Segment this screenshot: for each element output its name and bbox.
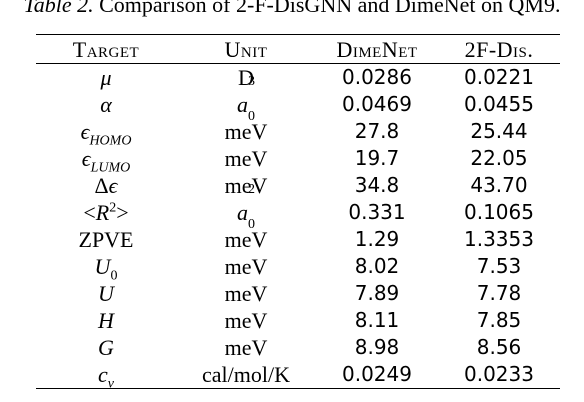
header-target: Target [36,34,176,64]
table-caption: Table 2. Comparison of 2-F-DisGNN and Di… [0,0,584,18]
target-symbol: G [98,335,114,360]
f2dis-value: 0.0233 [438,361,560,389]
unit-cell: meV [224,146,268,171]
target-cell: H [36,307,176,334]
target-cell: U0 [94,254,118,284]
unit-cell: meV [224,254,268,279]
caption-text: Comparison of 2-F-DisGNN and DimeNet on … [99,0,561,17]
results-table: Target Unit DimeNet 2F-Dis. μ D 0.0286 0… [36,34,560,391]
table-row: cv cal/mol/K 0.0249 0.0233 [36,361,560,391]
header-row: Target Unit DimeNet 2F-Dis. [36,34,560,64]
header-unit: Unit [176,34,316,64]
table-row: U meV 7.89 7.78 [36,280,560,307]
dimenet-value: 1.29 [354,227,400,251]
f2dis-value: 0.1065 [464,200,534,224]
f2dis-value: 8.56 [476,335,522,359]
dimenet-value: 27.8 [354,119,400,143]
f2dis-value: 0.0221 [464,65,534,89]
target-cell: α [36,91,176,118]
dimenet-value: 0.0286 [342,65,412,89]
table-row: U0 meV 8.02 7.53 [36,253,560,284]
f2dis-value: 22.05 [470,146,528,170]
caption-label: Table 2. [23,0,94,17]
target-symbol: α [100,92,112,117]
f2dis-value: 43.70 [470,173,528,197]
unit-cell: meV [224,281,268,306]
f2dis-value: 0.0455 [464,92,534,116]
table-row: ZPVE meV 1.29 1.3353 [36,226,560,253]
unit-cell: meV [224,119,268,144]
unit-cell: meV [224,335,268,360]
dimenet-value: 8.11 [354,308,400,332]
dimenet-value: 0.331 [348,200,406,224]
target-cell: μ [36,64,176,92]
target-cell: G [36,334,176,361]
target-symbol: U [98,281,114,306]
table-row: μ D 0.0286 0.0221 [36,64,560,92]
table-row: Δϵ meV 34.8 43.70 [36,172,560,199]
target-cell: ϵLUMO [81,146,131,176]
f2dis-value: 7.53 [476,254,522,278]
dimenet-value: 34.8 [354,173,400,197]
target-cell: <R2> [83,200,129,225]
target-cell: cv [36,361,176,391]
f2dis-value: 25.44 [470,119,528,143]
target-cell: U [36,280,176,307]
header-2f-dis: 2F-Dis. [438,34,560,64]
header-dimenet: DimeNet [316,34,438,64]
table-row: G meV 8.98 8.56 [36,334,560,361]
target-symbol: H [98,308,114,333]
dimenet-value: 8.02 [354,254,400,278]
target-cell: ZPVE [78,227,134,252]
f2dis-value: 1.3353 [464,227,534,251]
target-cell: Δϵ [94,173,118,198]
dimenet-value: 0.0469 [342,92,412,116]
unit-cell: meV [224,308,268,333]
target-symbol: μ [100,65,112,90]
table-row: ϵLUMO meV 19.7 22.05 [36,145,560,176]
dimenet-value: 19.7 [354,146,400,170]
dimenet-value: 7.89 [354,281,400,305]
table-row: ϵHOMO meV 27.8 25.44 [36,118,560,149]
dimenet-value: 8.98 [354,335,400,359]
dimenet-value: 0.0249 [316,361,438,389]
f2dis-value: 7.78 [476,281,522,305]
target-cell: ϵHOMO [80,119,132,149]
table-row: H meV 8.11 7.85 [36,307,560,334]
unit-cell: meV [224,173,268,198]
f2dis-value: 7.85 [476,308,522,332]
unit-cell: meV [224,227,268,252]
unit-cell: D [238,65,254,90]
unit-cell: cal/mol/K [176,361,316,389]
